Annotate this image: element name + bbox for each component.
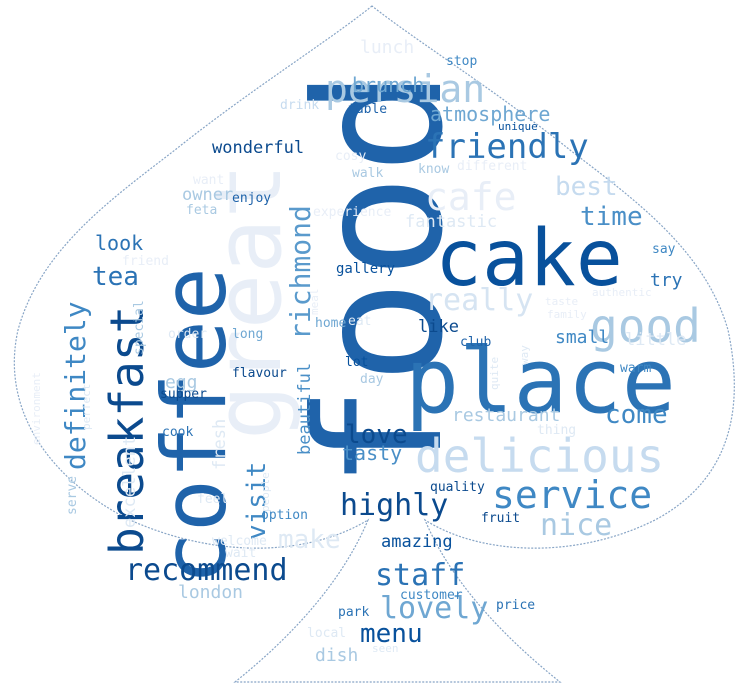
cloud-word-way: way <box>518 345 531 365</box>
cloud-word-gallery: gallery <box>336 261 395 277</box>
cloud-word-seen: seen <box>372 642 399 655</box>
cloud-word-local: local <box>307 626 346 641</box>
cloud-word-experience: experience <box>313 205 391 220</box>
cloud-word-long: long <box>232 327 263 342</box>
cloud-word-lovely: lovely <box>380 591 488 626</box>
cloud-word-meal: meal <box>308 289 321 316</box>
cloud-word-park: park <box>338 605 369 620</box>
cloud-word-cosy: cosy <box>335 149 366 164</box>
cloud-word-stop: stop <box>446 54 477 69</box>
cloud-word-supper: supper <box>160 387 207 402</box>
cloud-word-service: service <box>492 473 652 517</box>
cloud-word-really: really <box>425 283 533 318</box>
cloud-word-walk: walk <box>352 166 383 181</box>
cloud-word-cafe: cafe <box>425 175 517 219</box>
cloud-word-option: option <box>261 508 308 523</box>
cloud-word-home: home <box>315 316 346 331</box>
cloud-word-staff: staff <box>375 558 465 593</box>
cloud-word-club: club <box>460 335 491 350</box>
cloud-word-price: price <box>496 598 535 613</box>
cloud-word-friend: friend <box>122 254 169 269</box>
spade-outline <box>13 5 735 683</box>
cloud-word-good: good <box>590 299 701 353</box>
cloud-word-love: love <box>345 420 408 450</box>
cloud-word-great: great <box>195 163 302 440</box>
cloud-word-order: order <box>168 327 207 342</box>
cloud-word-lunch: lunch <box>360 37 414 58</box>
cloud-word-environment: environment <box>30 372 43 445</box>
cloud-word-amazing: amazing <box>381 532 453 552</box>
cloud-word-table: table <box>348 102 387 117</box>
cloud-word-eat: eat <box>348 314 371 329</box>
cloud-word-serve: serve <box>65 476 80 515</box>
cloud-word-tasty: tasty <box>342 441 402 465</box>
cloud-word-welcome: welcome <box>212 534 267 549</box>
cloud-word-day: day <box>360 372 384 387</box>
cloud-word-like: like <box>418 317 459 337</box>
cloud-word-menu: menu <box>360 619 423 649</box>
cloud-word-drink: drink <box>280 98 319 113</box>
cloud-word-thing: thing <box>537 423 576 438</box>
cloud-word-fantastic: fantastic <box>405 212 497 232</box>
cloud-word-want: want <box>193 173 224 188</box>
cloud-word-unique: unique <box>498 120 538 133</box>
cloud-word-know: know <box>418 162 449 177</box>
cloud-word-authentic: authentic <box>592 286 652 299</box>
cloud-word-persian: persian <box>325 67 485 111</box>
cloud-word-best: best <box>555 172 618 202</box>
cloud-word-little: little <box>625 330 686 350</box>
cloud-word-richmond: richmond <box>284 205 317 340</box>
cloud-word-feel: feel <box>197 492 228 507</box>
cloud-word-come: come <box>605 400 668 430</box>
cloud-word-restaurant: restaurant <box>452 405 560 426</box>
cloud-word-time: time <box>580 202 643 232</box>
cloud-word-beautiful: beautiful <box>295 363 315 455</box>
cloud-word-atmosphere: atmosphere <box>430 102 550 126</box>
cloud-word-cake: cake <box>435 214 623 304</box>
cloud-word-feta: feta <box>186 203 217 218</box>
cloud-word-perfect: perfect <box>80 384 93 430</box>
cloud-word-owner: owner <box>182 185 233 205</box>
cloud-word-make: make <box>278 525 341 555</box>
cloud-word-nice: nice <box>540 508 612 543</box>
cloud-word-taste: taste <box>545 295 578 308</box>
cloud-word-food: food <box>279 69 482 490</box>
cloud-word-lot: lot <box>345 355 368 370</box>
cloud-word-fresh: fresh <box>210 419 230 470</box>
cloud-word-dish: dish <box>315 645 358 666</box>
cloud-word-wait: wait <box>225 546 256 561</box>
cloud-word-enjoy: enjoy <box>232 191 271 206</box>
cloud-word-look: look <box>95 231 143 255</box>
cloud-word-warm: warm <box>620 361 651 376</box>
cloud-word-place: place <box>405 329 676 434</box>
cloud-word-special: special <box>132 300 147 355</box>
cloud-word-brunch: brunch <box>352 73 424 97</box>
cloud-word-flavour: flavour <box>232 366 287 381</box>
cloud-word-delicious: delicious <box>415 429 664 483</box>
cloud-word-try: try <box>650 270 683 291</box>
cloud-word-people: people <box>259 472 272 512</box>
cloud-word-coffee: coffee <box>143 267 246 585</box>
cloud-word-fruit: fruit <box>481 511 520 526</box>
cloud-word-customer: customer <box>400 588 463 603</box>
cloud-word-quite: quite <box>488 357 501 390</box>
cloud-word-different: different <box>457 159 527 174</box>
cloud-word-london: london <box>178 582 243 603</box>
cloud-word-recommend: recommend <box>125 553 288 588</box>
cloud-word-wonderful: wonderful <box>212 138 304 158</box>
cloud-word-small: small <box>555 327 609 348</box>
cloud-word-definitely: definitely <box>59 301 92 470</box>
cloud-word-cook: cook <box>162 425 193 440</box>
cloud-word-egg: egg <box>165 372 198 393</box>
cloud-word-say: say <box>652 242 676 257</box>
cloud-word-tea: tea <box>92 262 139 292</box>
cloud-word-highly: highly <box>340 488 448 523</box>
cloud-word-excellent: excellent <box>120 436 140 528</box>
cloud-word-breakfast: breakfast <box>100 306 154 555</box>
cloud-word-family: family <box>547 308 587 321</box>
cloud-word-friendly: friendly <box>425 127 589 167</box>
cloud-word-visit: visit <box>242 462 272 540</box>
cloud-word-quality: quality <box>430 480 485 495</box>
